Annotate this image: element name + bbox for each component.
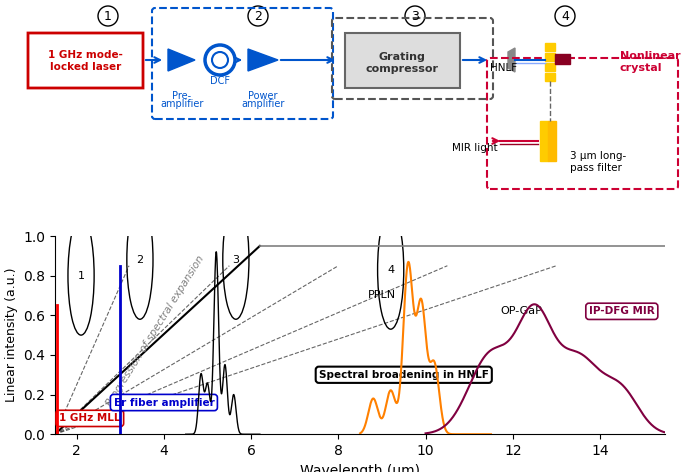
Text: 2: 2	[137, 255, 143, 265]
Text: Pre-: Pre-	[172, 91, 191, 101]
Text: IP-DFG MIR: IP-DFG MIR	[589, 306, 654, 316]
Text: 2: 2	[254, 9, 262, 23]
Text: Nonlinear: Nonlinear	[620, 51, 681, 61]
Text: PPLN: PPLN	[368, 290, 396, 301]
Text: Progression of spectral expansion: Progression of spectral expansion	[104, 254, 206, 408]
Text: Er fiber amplifier: Er fiber amplifier	[113, 397, 214, 407]
Text: 3: 3	[233, 255, 239, 265]
Text: crystal: crystal	[620, 63, 663, 73]
Text: Spectral broadening in HNLF: Spectral broadening in HNLF	[319, 370, 488, 380]
Polygon shape	[545, 73, 555, 81]
Polygon shape	[548, 121, 556, 161]
Polygon shape	[248, 49, 278, 71]
Text: MIR light: MIR light	[452, 143, 498, 153]
Polygon shape	[545, 63, 555, 71]
Polygon shape	[508, 48, 515, 72]
Text: 1: 1	[78, 270, 84, 281]
Text: pass filter: pass filter	[570, 163, 622, 173]
X-axis label: Wavelength (μm): Wavelength (μm)	[300, 464, 420, 472]
Text: compressor: compressor	[366, 64, 438, 74]
Polygon shape	[555, 54, 570, 64]
FancyBboxPatch shape	[28, 33, 143, 88]
Text: 1 GHz MLL: 1 GHz MLL	[59, 413, 121, 423]
Text: Grating: Grating	[379, 52, 425, 62]
Text: amplifier: amplifier	[241, 99, 285, 109]
Polygon shape	[545, 53, 555, 61]
Text: Power: Power	[248, 91, 278, 101]
Text: amplifier: amplifier	[161, 99, 204, 109]
Text: 4: 4	[561, 9, 569, 23]
Text: 3 μm long-: 3 μm long-	[570, 151, 626, 161]
Text: 1: 1	[104, 9, 112, 23]
Text: locked laser: locked laser	[50, 62, 121, 73]
Text: OP-GaP: OP-GaP	[501, 306, 543, 316]
Text: 4: 4	[387, 265, 394, 275]
Text: HNLF: HNLF	[490, 63, 517, 73]
Text: 1 GHz mode-: 1 GHz mode-	[48, 51, 123, 60]
Polygon shape	[540, 121, 548, 161]
Polygon shape	[545, 43, 555, 51]
FancyBboxPatch shape	[345, 33, 460, 88]
Y-axis label: Linear intensity (a.u.): Linear intensity (a.u.)	[5, 268, 18, 402]
Polygon shape	[168, 49, 195, 71]
Text: DCF: DCF	[210, 76, 230, 86]
Text: 3: 3	[411, 9, 419, 23]
